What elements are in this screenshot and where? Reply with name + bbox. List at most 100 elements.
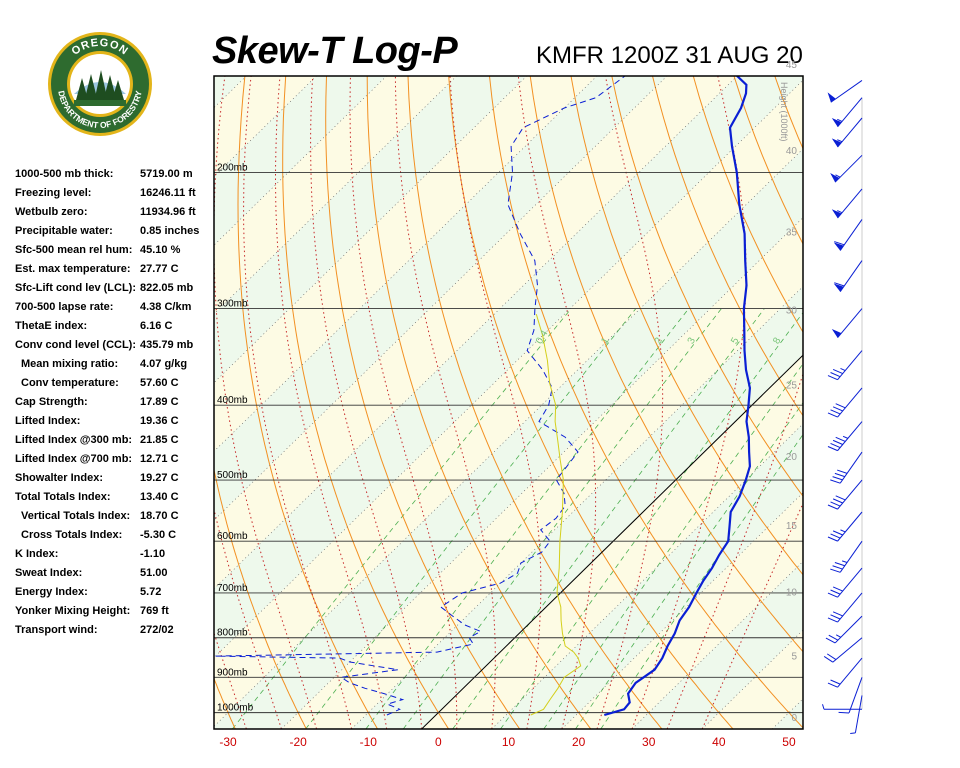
wind-barb	[827, 592, 863, 623]
wind-barb	[831, 97, 863, 128]
index-label: Conv temperature:	[21, 377, 119, 389]
wind-barb-feather	[832, 498, 843, 504]
index-value: 13.40 C	[140, 491, 179, 503]
moist-adiabat	[394, 76, 496, 729]
wind-barb-feather	[823, 656, 834, 663]
index-value: 19.27 C	[140, 472, 179, 484]
wind-barb	[830, 451, 863, 484]
dry-adiabat	[325, 76, 521, 729]
isotherm-line	[491, 423, 803, 729]
index-label: 1000-500 mb thick:	[15, 168, 114, 180]
index-row: Total Totals Index: 13.40 C	[15, 491, 215, 510]
index-value: 6.16 C	[140, 320, 173, 332]
index-row: Lifted Index: 19.36 C	[15, 415, 215, 434]
wind-barb-half-feather	[837, 118, 843, 122]
index-label: K Index:	[15, 548, 59, 560]
wind-barb-staff	[839, 219, 863, 251]
dry-adiabat	[570, 76, 803, 576]
mixing-ratio-line	[600, 433, 803, 729]
index-label: Sweat Index:	[15, 567, 83, 579]
background-band	[421, 355, 803, 729]
pressure-label: 400mb	[217, 395, 248, 406]
wind-barb-staff	[837, 511, 863, 542]
wind-barb-half-feather	[850, 732, 856, 734]
background-band	[281, 217, 803, 729]
wind-barb-feather	[827, 412, 838, 418]
sounding-series-2	[530, 314, 582, 716]
index-value: 18.70 C	[140, 510, 179, 522]
wind-barb	[831, 117, 863, 148]
wind-barb-feather	[827, 592, 838, 598]
index-value: 769 ft	[140, 605, 169, 617]
index-label: Sfc-500 mean rel hum:	[15, 244, 133, 256]
wind-barb-feather	[827, 375, 838, 381]
wind-barb-feather	[830, 614, 841, 620]
mixing-ratio-line	[500, 311, 803, 729]
index-row: Precipitable water: 0.85 inches	[15, 225, 215, 244]
dry-adiabat	[816, 76, 960, 729]
mixing-ratio-line	[365, 308, 690, 729]
index-value: 12.71 C	[140, 453, 179, 465]
index-value: 5.72	[140, 586, 162, 598]
freezing-isotherm	[421, 354, 803, 729]
dry-adiabat	[282, 76, 450, 729]
moist-adiabat	[275, 76, 388, 729]
height-tick-label: 0	[791, 713, 797, 724]
background-band	[561, 492, 803, 729]
isotherm-line	[561, 492, 803, 729]
mixing-ratio-line	[543, 363, 803, 729]
index-label: Wetbulb zero:	[15, 206, 88, 218]
pressure-label: 600mb	[217, 531, 248, 542]
wind-barb-pennant	[827, 92, 836, 103]
index-row: Freezing level: 16246.11 ft	[15, 187, 215, 206]
index-row: Yonker Mixing Height: 769 ft	[15, 605, 215, 624]
index-row: Lifted Index @700 mb: 12.71 C	[15, 453, 215, 472]
wind-barb-feather	[826, 653, 837, 661]
index-value: 0.85 inches	[140, 225, 200, 237]
index-row: ThetaE index: 6.16 C	[15, 320, 215, 339]
wind-barb-staff	[837, 308, 863, 339]
wind-barb	[833, 219, 863, 251]
index-value: 17.89 C	[140, 396, 179, 408]
mixing-ratio-label: 2	[653, 335, 666, 346]
isotherm-line	[701, 629, 803, 729]
index-row: Sfc-500 mean rel hum: 45.10 %	[15, 244, 215, 263]
wind-barb-staff	[834, 154, 863, 183]
index-row: Wetbulb zero: 11934.96 ft	[15, 206, 215, 225]
index-label: Lifted Index @300 mb:	[15, 434, 133, 446]
index-label: 700-500 lapse rate:	[15, 301, 114, 313]
mixing-ratio-line	[402, 308, 722, 729]
pressure-label: 1000mb	[217, 703, 254, 714]
index-label: Yonker Mixing Height:	[15, 605, 131, 617]
index-row: K Index: -1.10	[15, 548, 215, 567]
index-value: 51.00	[140, 567, 168, 579]
index-value: 272/02	[140, 624, 174, 636]
wind-barb-staff	[854, 695, 863, 733]
isotherm-line	[631, 560, 803, 729]
wind-barb-staff	[837, 657, 863, 688]
wind-barb-staff	[837, 421, 863, 451]
wind-barb-pennant	[830, 173, 840, 183]
wind-barb	[827, 567, 863, 598]
wind-barb-feather	[827, 682, 838, 688]
height-tick-label: 15	[786, 521, 798, 532]
wind-barb-feather	[832, 476, 843, 481]
x-tick-label: 30	[642, 735, 656, 749]
mixing-ratio-label: 8	[771, 335, 784, 346]
wind-barb-half-feather	[835, 174, 841, 178]
chart-title: Skew-T Log-P	[212, 30, 458, 72]
index-label: Lifted Index @700 mb:	[15, 453, 133, 465]
wind-barb-feather	[832, 368, 843, 375]
mixing-ratio-label: 0.4	[534, 328, 551, 346]
wind-barb-feather	[830, 409, 841, 415]
index-value: 21.85 C	[140, 434, 179, 446]
mixing-ratio-label: 1	[599, 335, 612, 346]
index-row: Lifted Index @300 mb: 21.85 C	[15, 434, 215, 453]
wind-barb	[827, 80, 863, 103]
x-tick-label: 0	[435, 735, 442, 749]
wind-barb	[827, 387, 863, 418]
index-value: 27.77 C	[140, 263, 179, 275]
wind-barb-feather	[832, 611, 843, 617]
wind-barb-feather	[828, 634, 839, 641]
wind-barb-feather	[834, 282, 845, 287]
